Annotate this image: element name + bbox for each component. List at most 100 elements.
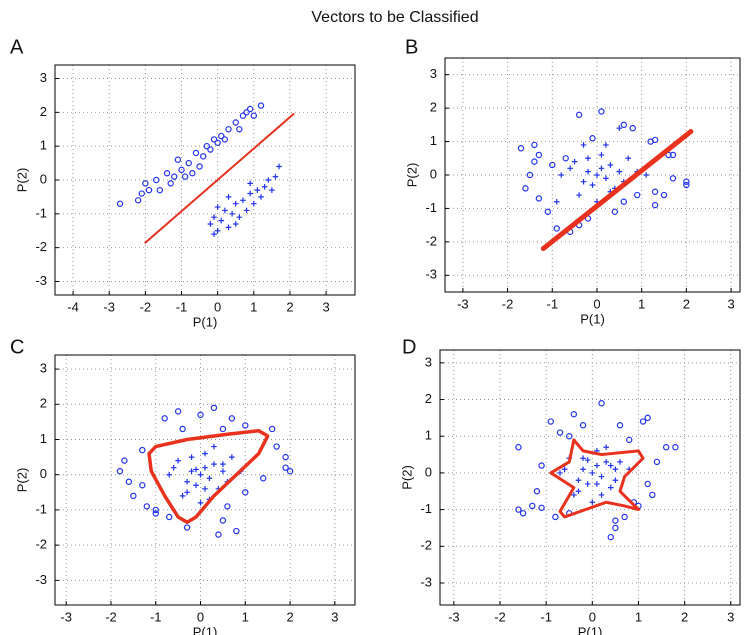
point-plus [580,466,586,473]
point-plus [188,454,195,460]
x-tick-label: 0 [593,296,600,311]
point-plus [617,459,623,465]
point-plus [247,190,253,197]
decision-boundary [147,428,270,525]
point-plus [558,172,565,178]
point-circle [611,208,619,215]
point-circle [286,467,294,475]
point-circle [575,111,583,119]
point-circle [552,513,559,521]
x-tick-label: 1 [242,609,249,624]
point-plus [616,125,623,131]
x-axis-label: P(1) [578,624,603,635]
point-plus [184,478,190,485]
point-plus [594,462,600,469]
point-plus [557,470,563,476]
point-plus [594,481,600,487]
point-plus [247,180,253,187]
point-plus [567,165,573,172]
point-circle [607,533,614,541]
y-tick-label: -3 [420,574,432,589]
point-plus [584,481,591,487]
point-circle [260,475,267,482]
point-circle [138,190,145,197]
x-tick-label: 0 [214,299,221,314]
point-circle [219,517,227,524]
y-tick-label: -1 [420,501,432,516]
y-tick-label: -3 [35,572,47,587]
point-circle [250,112,257,119]
plot-frame [54,64,356,296]
x-tick-label: 2 [683,296,690,311]
x-tick-label: -3 [448,609,460,624]
y-tick-label: 2 [40,104,47,119]
point-circle [224,503,231,510]
point-circle [616,422,624,429]
point-circle [683,178,690,185]
x-tick-label: 0 [589,609,596,624]
point-circle [210,404,218,412]
point-circle [199,153,207,160]
point-plus [576,192,582,198]
y-tick-label: 0 [40,466,47,481]
point-circle [232,119,239,126]
point-circle [174,408,182,415]
point-circle [535,195,543,202]
point-plus [220,461,226,467]
point-circle [538,462,545,469]
point-plus [589,470,596,476]
y-tick-label: -1 [35,501,47,516]
point-plus [175,457,181,464]
y-tick-label: 3 [40,70,47,85]
point-circle [522,185,529,192]
x-tick-label: 0 [197,609,204,624]
point-plus [598,152,605,158]
x-tick-label: 3 [727,296,734,311]
point-circle [531,158,538,165]
x-tick-label: -2 [502,296,514,311]
point-plus [643,172,649,178]
point-plus [585,155,591,162]
y-axis-label: P(2) [404,163,419,188]
point-circle [153,176,160,184]
x-tick-label: 2 [681,609,688,624]
point-plus [269,187,275,193]
decision-boundary [549,438,645,519]
point-circle [529,502,536,510]
x-tick-label: -3 [457,296,469,311]
x-tick-label: -2 [140,299,152,314]
point-plus [603,142,609,148]
point-plus [598,473,605,480]
point-circle [672,444,679,451]
x-tick-label: -1 [176,299,188,314]
point-plus [585,168,591,175]
y-tick-label: 0 [40,171,47,186]
x-tick-label: 1 [250,299,257,314]
point-circle [239,112,247,119]
panel-label: C [10,336,24,358]
point-plus [193,466,199,473]
point-plus [589,499,596,506]
point-plus [232,221,239,227]
point-plus [202,464,208,471]
y-tick-label: 2 [40,396,47,411]
point-plus [214,204,221,210]
point-circle [553,225,560,232]
point-plus [236,214,243,221]
point-plus [575,477,582,484]
point-circle [183,524,191,531]
point-plus [603,459,609,465]
point-circle [653,458,661,466]
point-circle [547,418,554,425]
point-circle [236,126,243,133]
y-tick-label: -2 [425,233,437,248]
y-tick-label: 3 [425,354,432,369]
point-circle [649,491,656,499]
point-circle [242,489,249,496]
x-axis-label: P(1) [193,314,218,329]
point-circle [179,425,186,433]
point-circle [531,141,538,149]
point-circle [218,132,225,140]
point-circle [669,175,677,182]
